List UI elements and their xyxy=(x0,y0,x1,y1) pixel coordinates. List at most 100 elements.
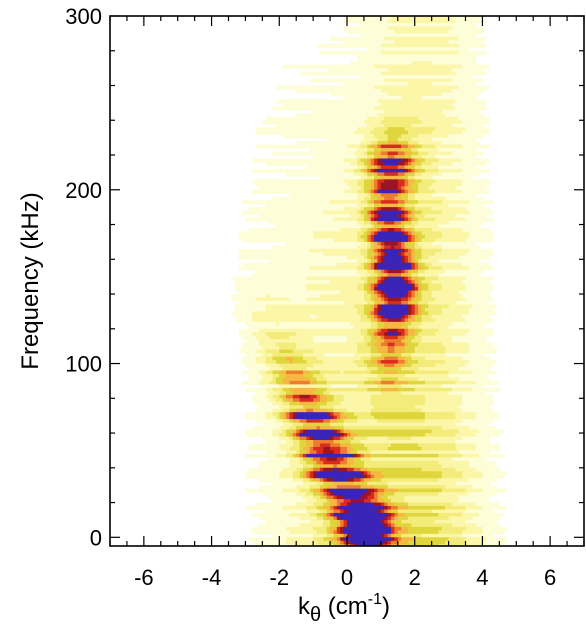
heatmap-cell xyxy=(391,127,395,132)
heatmap-cell xyxy=(363,262,368,267)
heatmap-cell xyxy=(397,228,402,233)
heatmap-cell xyxy=(384,102,389,107)
heatmap-cell xyxy=(347,92,351,97)
heatmap-cell xyxy=(316,252,321,257)
heatmap-cell xyxy=(299,273,304,278)
heatmap-cell xyxy=(275,144,280,149)
heatmap-cell xyxy=(441,287,446,292)
heatmap-cell xyxy=(269,189,274,194)
heatmap-cell xyxy=(363,151,368,156)
heatmap-cell xyxy=(438,47,443,52)
heatmap-cell xyxy=(401,33,406,38)
heatmap-cell xyxy=(343,155,348,160)
heatmap-cell xyxy=(438,130,443,135)
heatmap-cell xyxy=(401,182,406,187)
heatmap-cell xyxy=(435,255,440,260)
heatmap-cell xyxy=(391,120,395,125)
heatmap-cell xyxy=(309,148,314,153)
heatmap-cell xyxy=(252,189,257,194)
heatmap-cell xyxy=(367,224,372,229)
heatmap-cell xyxy=(279,179,284,184)
heatmap-cell xyxy=(316,259,321,264)
heatmap-cell xyxy=(269,269,274,274)
heatmap-cell xyxy=(391,186,395,191)
heatmap-cell xyxy=(360,82,365,87)
heatmap-cell xyxy=(401,294,406,299)
heatmap-cell xyxy=(475,217,480,222)
heatmap-cell xyxy=(326,168,331,173)
heatmap-cell xyxy=(252,231,257,236)
heatmap-cell xyxy=(350,130,355,135)
heatmap-cell xyxy=(302,269,307,274)
heatmap-cell xyxy=(431,33,436,38)
heatmap-cell xyxy=(350,304,355,309)
heatmap-cell xyxy=(455,130,460,135)
heatmap-cell xyxy=(411,57,416,62)
heatmap-cell xyxy=(279,280,284,285)
heatmap-cell xyxy=(401,228,406,233)
heatmap-cell xyxy=(387,189,392,194)
heatmap-cell xyxy=(397,109,402,114)
heatmap-cell xyxy=(455,158,460,163)
heatmap-cell xyxy=(326,200,331,205)
heatmap-cell xyxy=(387,137,392,142)
heatmap-cell xyxy=(465,231,470,236)
heatmap-cell xyxy=(353,120,358,125)
heatmap-cell xyxy=(374,61,379,66)
heatmap-cell xyxy=(414,71,419,76)
heatmap-cell xyxy=(357,151,362,156)
heatmap-cell xyxy=(435,50,440,55)
heatmap-cell xyxy=(262,231,267,236)
heatmap-cell xyxy=(286,179,291,184)
heatmap-cell xyxy=(438,273,443,278)
heatmap-cell xyxy=(353,252,358,257)
heatmap-cell xyxy=(374,141,379,146)
heatmap-cell xyxy=(445,214,450,219)
heatmap-cell xyxy=(252,200,257,205)
heatmap-cell xyxy=(265,228,270,233)
heatmap-cell xyxy=(438,109,443,114)
heatmap-cell xyxy=(265,207,270,212)
heatmap-cell xyxy=(316,290,321,295)
heatmap-cell xyxy=(401,47,406,52)
heatmap-cell xyxy=(431,297,436,302)
heatmap-cell xyxy=(353,95,358,101)
heatmap-cell xyxy=(407,64,412,69)
heatmap-cell xyxy=(313,106,318,111)
heatmap-cell xyxy=(472,36,477,41)
heatmap-cell xyxy=(455,189,460,194)
heatmap-cell xyxy=(424,68,429,73)
heatmap-cell xyxy=(319,85,324,90)
heatmap-cell xyxy=(411,262,416,267)
heatmap-cell xyxy=(435,120,440,125)
heatmap-cell xyxy=(407,127,412,132)
heatmap-cell xyxy=(387,161,392,167)
heatmap-cell xyxy=(289,196,294,201)
heatmap-cell xyxy=(441,255,446,260)
heatmap-cell xyxy=(431,109,436,114)
heatmap-cell xyxy=(323,123,328,128)
heatmap-cell xyxy=(397,252,402,257)
heatmap-cell xyxy=(374,54,379,59)
heatmap-cell xyxy=(407,151,412,156)
heatmap-cell xyxy=(258,210,263,215)
heatmap-cell xyxy=(404,304,409,309)
heatmap-cell xyxy=(370,207,375,212)
heatmap-cell xyxy=(462,200,467,205)
heatmap-cell xyxy=(262,283,267,288)
heatmap-cell xyxy=(421,259,426,264)
heatmap-cell xyxy=(438,106,443,111)
heatmap-cell xyxy=(326,179,331,184)
heatmap-cell xyxy=(313,116,318,121)
heatmap-cell xyxy=(472,189,477,194)
heatmap-cell xyxy=(350,217,355,222)
heatmap-cell xyxy=(435,200,440,205)
heatmap-cell xyxy=(455,19,460,24)
heatmap-cell xyxy=(313,144,318,149)
heatmap-cell xyxy=(404,36,409,41)
heatmap-cell xyxy=(262,273,267,278)
heatmap-cell xyxy=(326,304,331,309)
heatmap-cell xyxy=(475,64,480,69)
heatmap-cell xyxy=(479,130,484,135)
heatmap-cell xyxy=(296,127,301,132)
